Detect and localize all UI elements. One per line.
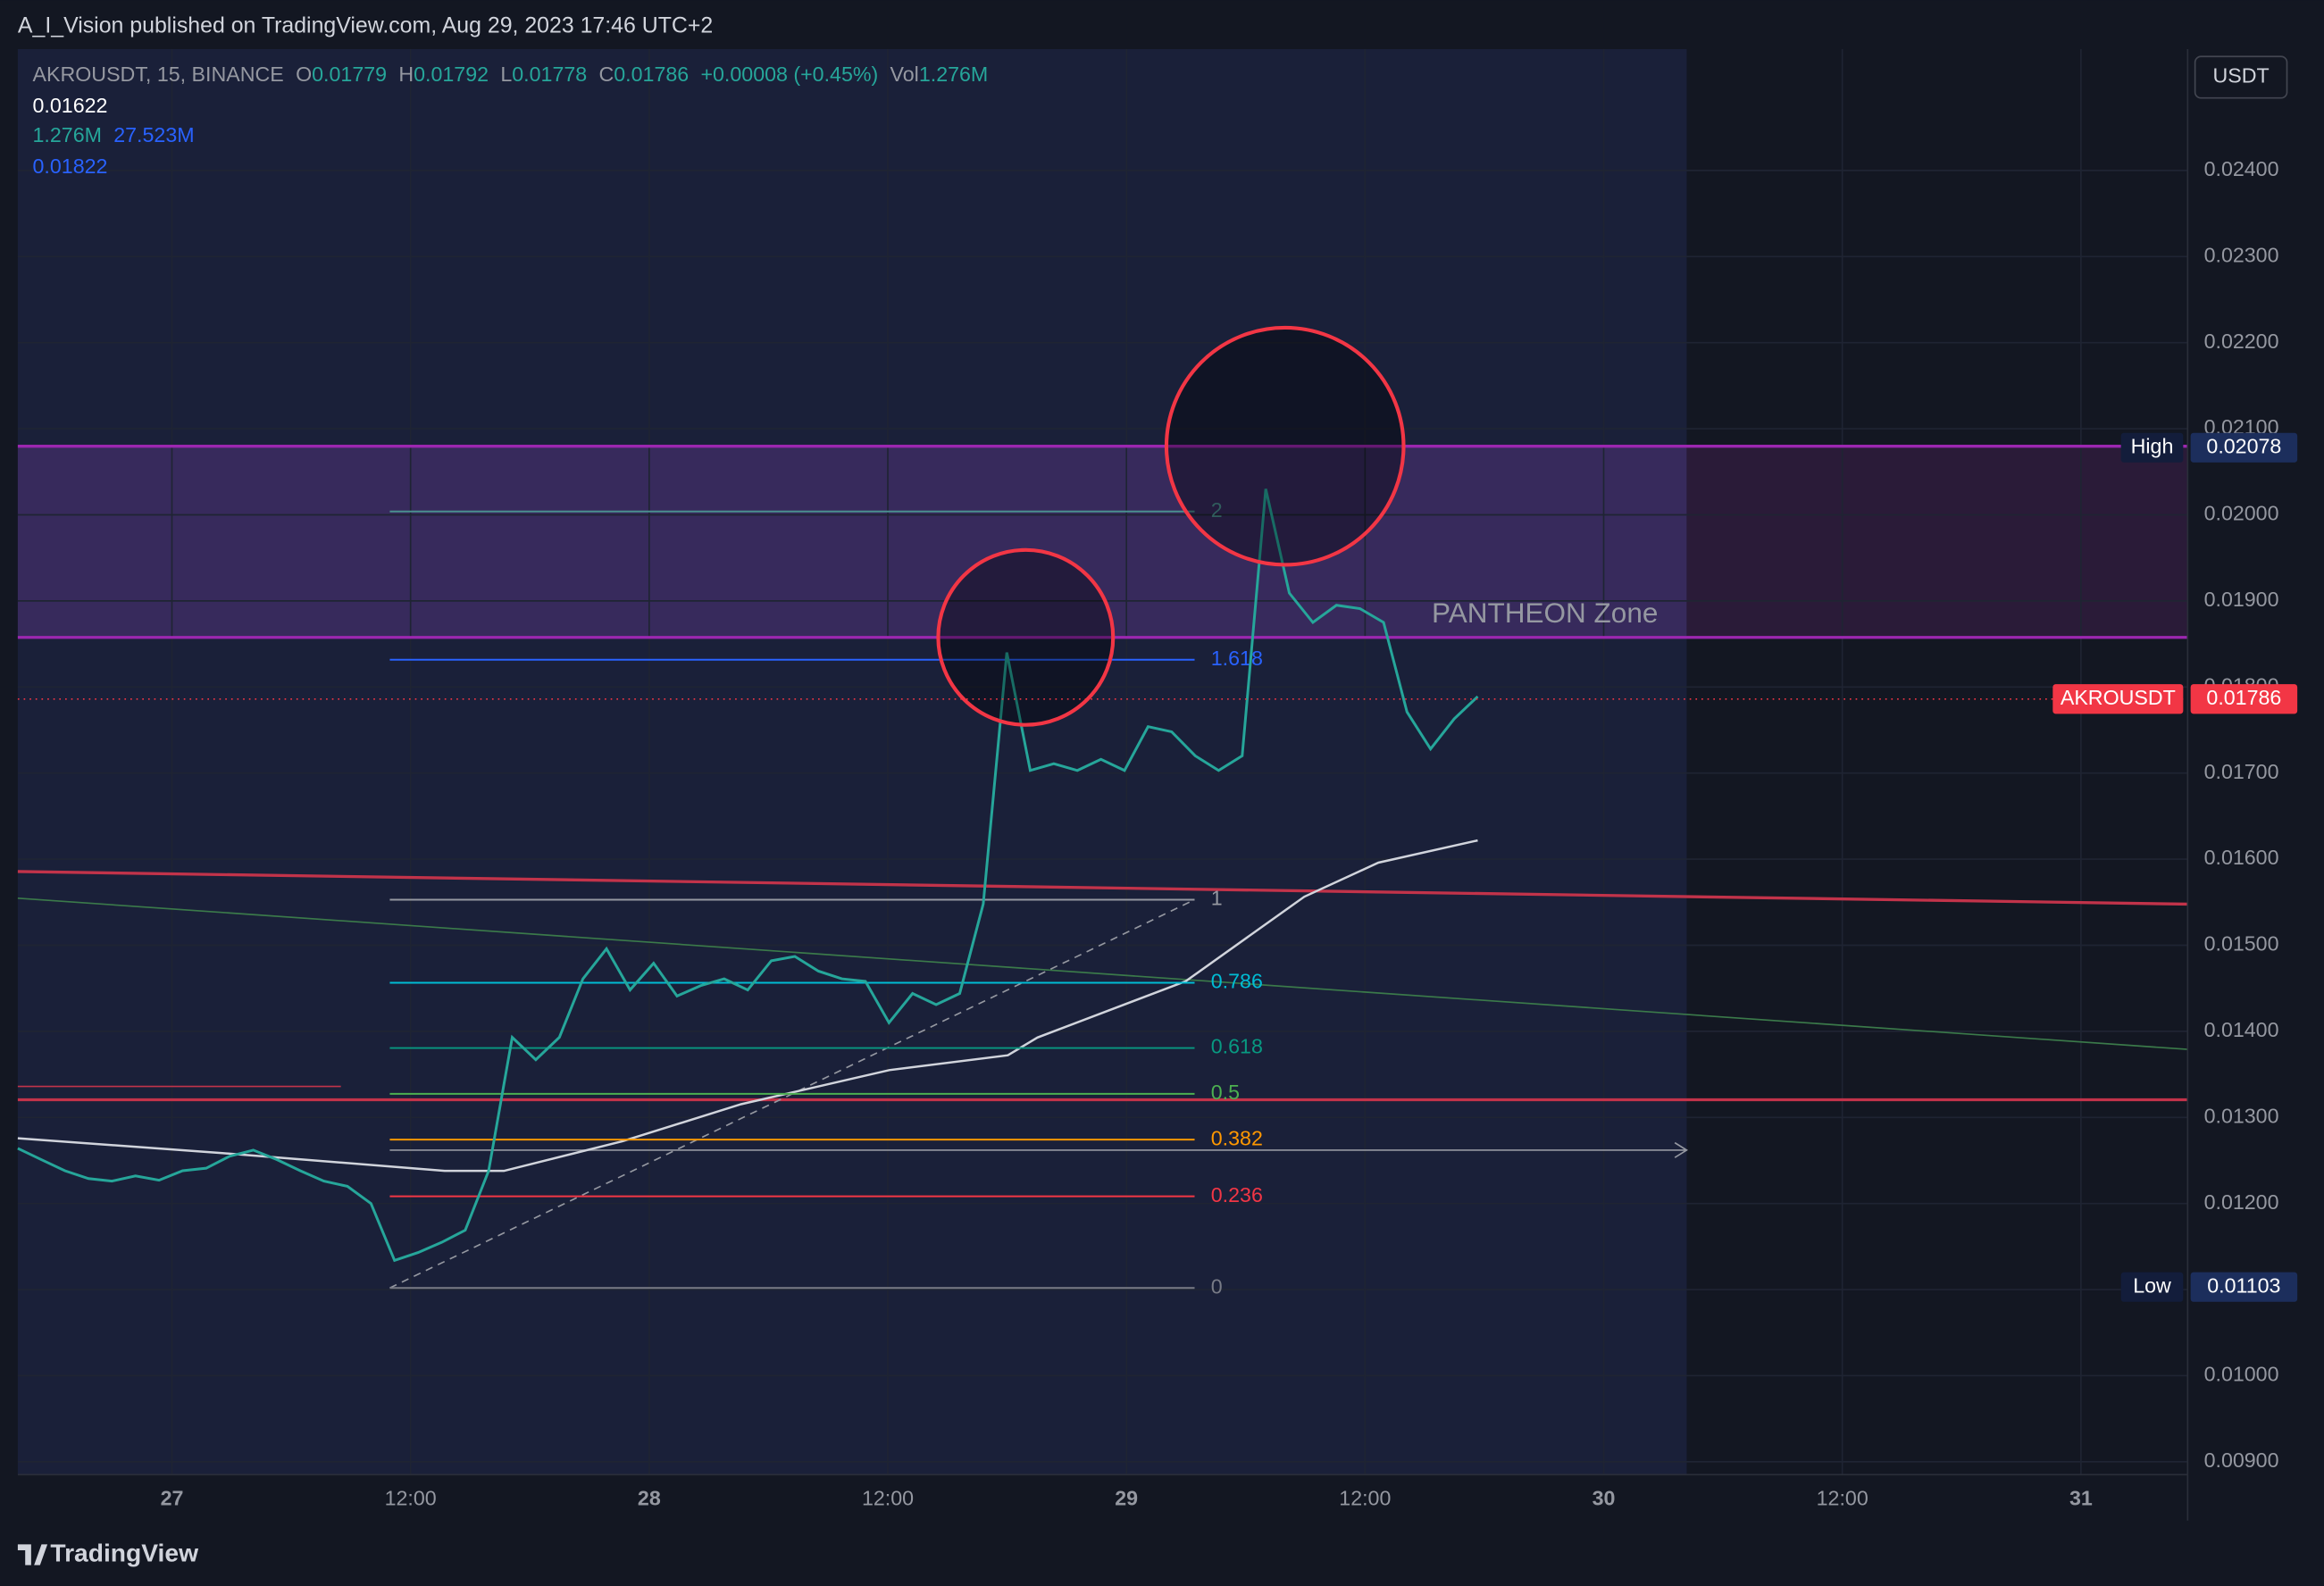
value: 0.01786 (614, 63, 689, 86)
label: C (598, 63, 614, 86)
y-tick-label: 0.01900 (2204, 588, 2279, 611)
currency[interactable]: USDT (2212, 64, 2269, 88)
marker-name-box (2120, 1272, 2184, 1302)
value: 0.01792 (414, 63, 489, 86)
label: Vol (890, 63, 919, 86)
line-value: 0.01822 (33, 154, 108, 178)
moving-average (17, 839, 1478, 1173)
label: O (296, 63, 312, 86)
fib-label: 0.382 (1211, 1126, 1263, 1149)
x-tick-label: 29 (1115, 1487, 1138, 1510)
y-tick-label: 0.01400 (2204, 1018, 2279, 1041)
brand-logo (17, 1544, 48, 1565)
y-tick-label: 0.01300 (2204, 1104, 2279, 1127)
x-tick-label: 12:00 (1817, 1487, 1868, 1510)
zone-box-extension (1686, 446, 2188, 638)
x-tick-label: 30 (1593, 1487, 1616, 1510)
legend: AKROUSDT, 15, BINANCE O0.01779 H0.01792 L0.… (33, 63, 989, 86)
fib-label: 0.5 (1211, 1081, 1240, 1104)
fib-label: 0.786 (1211, 970, 1263, 993)
zone-box (17, 446, 1687, 638)
ma-value: 0.01622 (33, 94, 108, 117)
x-tick-label: 12:00 (385, 1487, 437, 1510)
trend-line-green (17, 897, 2188, 1050)
currency-button[interactable] (2194, 55, 2288, 99)
value: 1.276M (919, 63, 988, 86)
y-tick-label: 0.01600 (2204, 846, 2279, 869)
volume-values: 1.276M 27.523M (33, 123, 195, 146)
y-tick-label: 0.01000 (2204, 1363, 2279, 1386)
y-tick-label: 0.00900 (2204, 1448, 2279, 1472)
zone-label: PANTHEON Zone (1432, 597, 1658, 629)
fib-label: 1 (1211, 887, 1223, 910)
x-tick-label: 12:00 (862, 1487, 914, 1510)
change: +0.00008 (+0.45%) (700, 63, 878, 86)
trend-line (17, 870, 2188, 906)
y-tick-label: 0.01500 (2204, 932, 2279, 956)
marker-value-box (2190, 432, 2298, 463)
price-line (17, 488, 1479, 1263)
fib-label: 2 (1211, 498, 1223, 522)
fib-label: 0.236 (1211, 1183, 1263, 1206)
projection-arrow (389, 1141, 1689, 1158)
fib-label: 1.618 (1211, 647, 1263, 670)
fib-label: 0 (1211, 1274, 1223, 1298)
y-tick-label: 0.01200 (2204, 1190, 2279, 1214)
value: 0.01778 (512, 63, 587, 86)
marker-name: Low (2133, 1273, 2171, 1297)
y-tick-label: 0.01700 (2204, 760, 2279, 783)
value: 0.01779 (312, 63, 387, 86)
value: 1.276M (33, 123, 102, 146)
y-tick-label: 0.02300 (2204, 243, 2279, 266)
x-tick-label: 28 (638, 1487, 661, 1510)
publisher: A_I_Vision published on TradingView.com,… (18, 13, 713, 38)
grid (17, 48, 2188, 1475)
marker-name-box (2120, 432, 2184, 463)
symbol: AKROUSDT, 15, BINANCE (33, 63, 284, 86)
marker-value-box (2190, 1272, 2298, 1302)
y-tick-label: 0.02000 (2204, 502, 2279, 525)
highlight-circle (1164, 325, 1406, 567)
x-tick-label: 12:00 (1339, 1487, 1391, 1510)
plot (17, 488, 1479, 1263)
y-tick-label: 0.02400 (2204, 157, 2279, 180)
marker-name-box (2052, 684, 2184, 714)
fibonacci: 2 1.618 1 0.786 0.618 0.5 0.382 0.236 0 (389, 498, 1263, 1298)
brand: TradingView (50, 1538, 198, 1566)
marker-name: AKROUSDT (2061, 686, 2176, 709)
marker-value: 0.02078 (2206, 434, 2281, 457)
date-range-shade (17, 48, 1687, 1475)
x-tick-label: 31 (2069, 1487, 2093, 1510)
highlight-circle (936, 547, 1116, 727)
marker-value: 0.01103 (2207, 1273, 2280, 1297)
value: 27.523M (113, 123, 194, 146)
fib-label: 0.618 (1211, 1035, 1263, 1058)
marker-value-box (2190, 684, 2298, 714)
label: L (500, 63, 512, 86)
label: H (398, 63, 414, 86)
y-tick-label: 0.02200 (2204, 330, 2279, 353)
marker-value: 0.01786 (2206, 686, 2281, 709)
x-tick-label: 27 (161, 1487, 184, 1510)
marker-name: High (2131, 434, 2174, 457)
